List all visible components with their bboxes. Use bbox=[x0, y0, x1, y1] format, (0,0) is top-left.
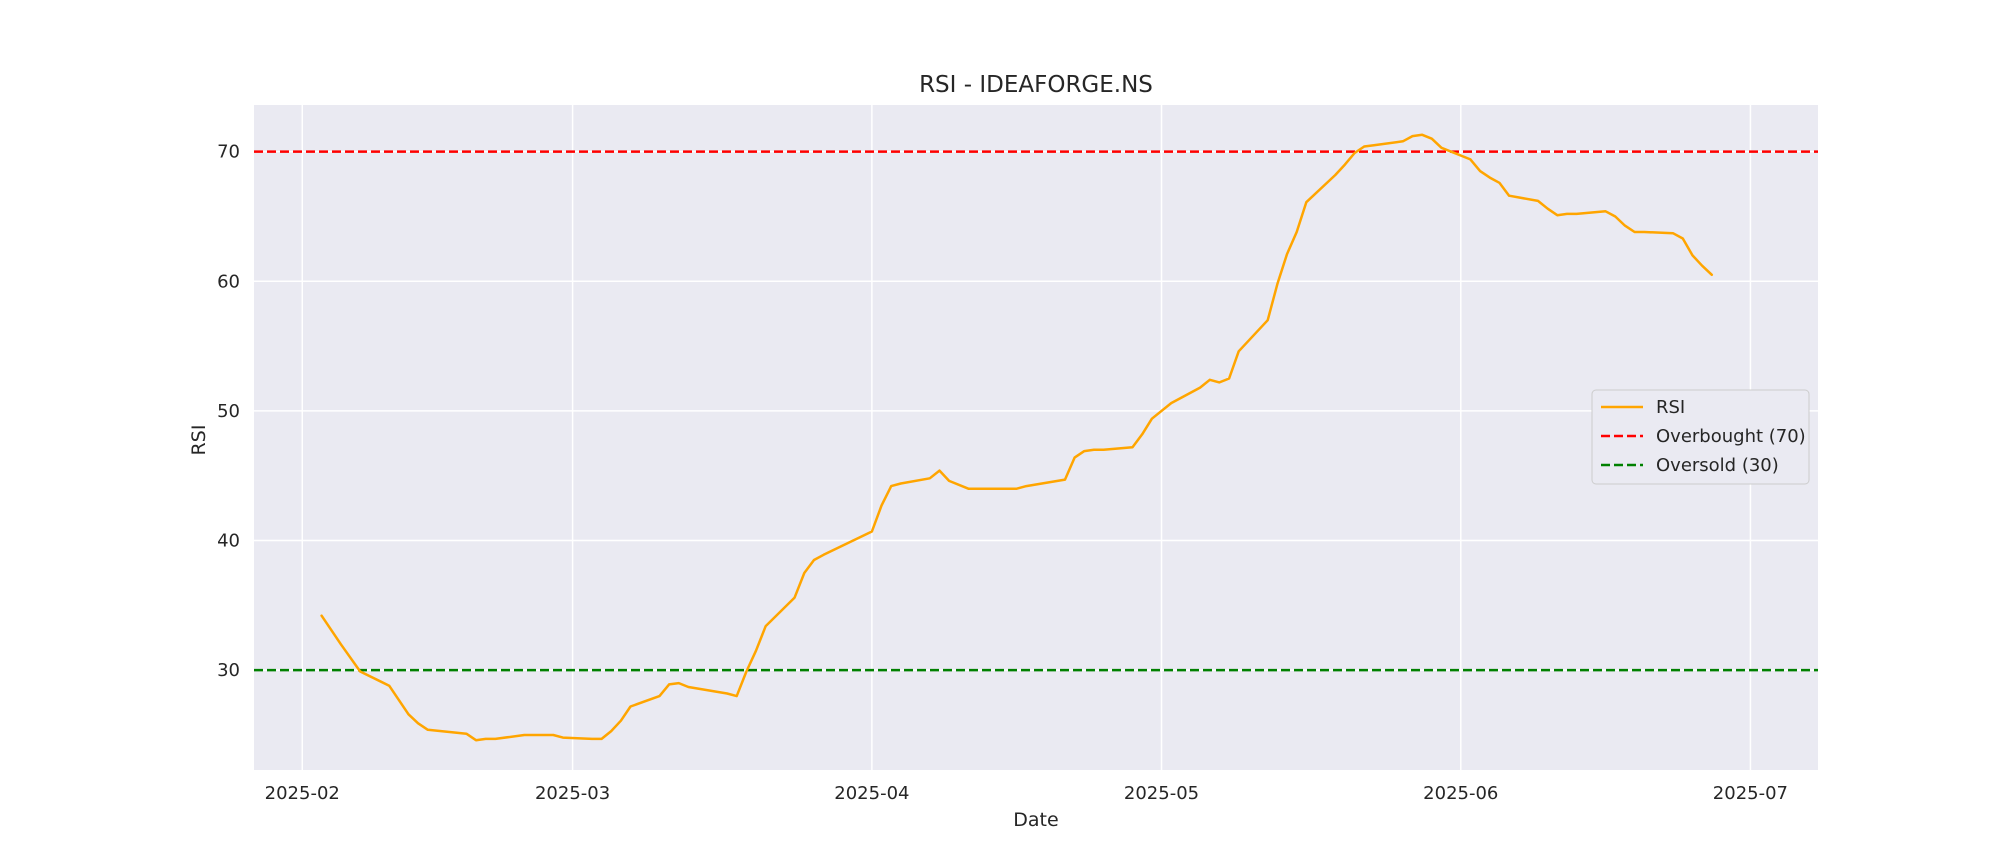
x-tick-label: 2025-05 bbox=[1124, 783, 1199, 804]
legend-label-overbought: Overbought (70) bbox=[1656, 426, 1806, 447]
y-tick-label: 50 bbox=[217, 401, 240, 422]
reference-lines bbox=[254, 150, 1818, 672]
y-axis-label: RSI bbox=[188, 425, 210, 456]
y-tick-labels: 30 40 50 60 70 bbox=[217, 142, 240, 682]
x-tick-label: 2025-03 bbox=[535, 783, 610, 804]
y-tick-label: 40 bbox=[217, 531, 240, 552]
y-tick-label: 70 bbox=[217, 142, 240, 163]
chart-title: RSI - IDEAFORGE.NS bbox=[919, 72, 1153, 98]
x-tick-label: 2025-07 bbox=[1713, 783, 1788, 804]
series-layer bbox=[320, 133, 1714, 742]
legend-label-rsi: RSI bbox=[1656, 397, 1685, 418]
y-tick-label: 30 bbox=[217, 660, 240, 681]
x-tick-label: 2025-02 bbox=[265, 783, 340, 804]
rsi-line bbox=[320, 133, 1714, 742]
legend-box bbox=[1591, 389, 1810, 485]
x-tick-label: 2025-06 bbox=[1423, 783, 1498, 804]
y-tick-label: 60 bbox=[217, 271, 240, 292]
x-tick-labels: 2025-02 2025-03 2025-04 2025-05 2025-06 2025-… bbox=[265, 783, 1788, 804]
legend-label-oversold: Oversold (30) bbox=[1656, 455, 1779, 476]
x-axis-label: Date bbox=[1013, 809, 1058, 831]
x-tick-label: 2025-04 bbox=[834, 783, 909, 804]
legend: RSI Overbought (70) Oversold (30) bbox=[1591, 389, 1810, 485]
